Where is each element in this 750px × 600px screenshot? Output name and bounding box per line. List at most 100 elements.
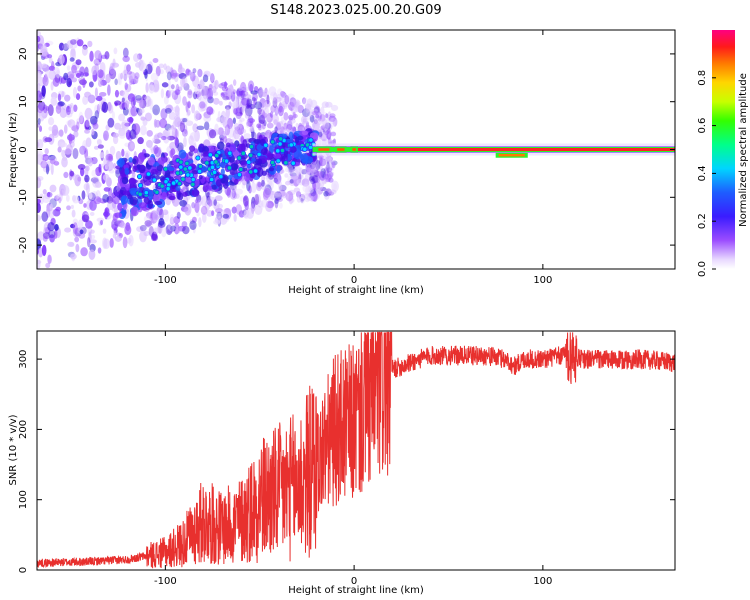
spectrogram-speckle bbox=[64, 227, 72, 233]
spectrogram-speckle bbox=[325, 122, 333, 131]
spectrogram-speckle bbox=[70, 46, 76, 58]
spectrogram-speckle bbox=[174, 105, 180, 117]
spectrogram-speckle bbox=[276, 121, 284, 129]
spectrogram-speckle bbox=[167, 127, 176, 139]
spectrogram-speckle bbox=[37, 259, 42, 265]
spectrogram-speckle bbox=[168, 79, 172, 91]
spectrogram-speckle bbox=[330, 131, 337, 137]
spectrogram-speckle bbox=[239, 106, 243, 115]
spectrogram-speckle bbox=[96, 138, 102, 146]
spectrogram-speckle bbox=[310, 162, 318, 171]
spectrogram-speckle bbox=[331, 161, 336, 169]
spectrogram-speckle bbox=[324, 172, 328, 185]
spectrogram-speckle bbox=[206, 106, 214, 115]
spectrogram-speckle bbox=[318, 158, 327, 167]
spectrogram-speckle bbox=[253, 200, 258, 206]
spectrogram-speckle bbox=[315, 113, 320, 119]
spectrogram-speckle bbox=[255, 181, 262, 192]
spectrogram-speckle bbox=[42, 194, 51, 204]
spectrogram-speckle bbox=[47, 254, 52, 264]
spectrogram-speckle bbox=[261, 121, 266, 130]
spectrogram-speckle bbox=[240, 134, 244, 143]
spectrogram-speckle bbox=[55, 206, 62, 212]
spectrogram-speckle bbox=[280, 90, 286, 97]
spectrogram-speckle bbox=[301, 108, 310, 118]
spectrogram-speckle bbox=[206, 88, 214, 100]
y-tick-label: -10 bbox=[18, 189, 29, 205]
x-tick-label: 100 bbox=[533, 576, 552, 587]
spectrogram-speckle bbox=[84, 107, 93, 120]
spectrogram-speckle bbox=[274, 126, 278, 133]
spectrogram-speckle bbox=[145, 221, 151, 228]
spectrogram-speckle bbox=[265, 129, 272, 139]
spectrogram-speckle bbox=[140, 116, 146, 121]
spectrogram-speckle bbox=[127, 117, 134, 123]
spectrogram-speckle bbox=[301, 178, 310, 187]
spectrogram-speckle bbox=[328, 189, 337, 195]
spectrogram-speckle bbox=[170, 225, 177, 232]
spectrogram-speckle bbox=[122, 69, 129, 80]
x-tick-label: -100 bbox=[154, 576, 177, 587]
spectrogram-speckle bbox=[103, 238, 110, 250]
spectrogram-speckle bbox=[108, 104, 114, 114]
spectrogram-speckle bbox=[94, 50, 102, 60]
spectrogram-speckle bbox=[262, 110, 266, 122]
spectrogram-speckle bbox=[305, 164, 312, 173]
spectrogram-speckle bbox=[276, 122, 282, 131]
spectrogram-speckle bbox=[192, 75, 200, 88]
spectrogram-speckle bbox=[320, 132, 329, 142]
spectrogram-speckle bbox=[203, 114, 212, 123]
spectrogram-speckle bbox=[109, 145, 116, 156]
colorbar-tick-label: 0.6 bbox=[697, 118, 708, 134]
spectrogram-speckle bbox=[122, 236, 128, 249]
spectrogram-speckle bbox=[309, 187, 317, 194]
spectrogram-speckle bbox=[68, 133, 73, 145]
spectrogram-highlight bbox=[185, 172, 191, 178]
spectrogram-speckle bbox=[316, 112, 322, 117]
spectrogram-speckle bbox=[111, 207, 119, 212]
spectrogram-speckle bbox=[290, 102, 298, 115]
spectrogram-speckle bbox=[289, 166, 296, 173]
spectrogram-speckle bbox=[261, 112, 268, 119]
spectrogram-speckle bbox=[318, 156, 323, 167]
spectrogram-speckle bbox=[40, 45, 48, 57]
spectrogram-speckle bbox=[64, 94, 71, 102]
spectrogram-speckle bbox=[144, 68, 148, 80]
spectrogram-speckle bbox=[144, 112, 152, 122]
spectrogram-speckle bbox=[280, 120, 287, 125]
spectrogram-speckle bbox=[61, 149, 66, 158]
spectrogram-speckle bbox=[286, 120, 293, 131]
spectrogram-speckle bbox=[302, 109, 307, 122]
spectrogram-blob bbox=[205, 185, 213, 191]
spectrogram-speckle bbox=[245, 119, 250, 128]
spectrogram-speckle bbox=[47, 192, 51, 197]
spectrogram-speckle bbox=[331, 180, 339, 192]
spectrogram-speckle bbox=[124, 142, 131, 147]
spectrogram-speckle bbox=[37, 35, 41, 43]
spectrogram-speckle bbox=[63, 171, 69, 179]
spectrogram-speckle bbox=[309, 114, 315, 123]
spectrogram-speckle bbox=[123, 69, 129, 76]
spectrogram-speckle bbox=[152, 104, 161, 116]
spectrogram-speckle bbox=[78, 111, 84, 124]
spectrogram-highlight bbox=[197, 163, 203, 169]
spectrogram-speckle bbox=[187, 101, 191, 109]
spectrogram-speckle bbox=[290, 173, 294, 180]
spectrogram-speckle bbox=[321, 172, 327, 185]
spectrogram-speckle bbox=[73, 130, 79, 138]
spectrogram-speckle bbox=[112, 195, 120, 205]
spectrogram-y-label: Frequency (Hz) bbox=[8, 112, 19, 188]
spectrogram-speckle bbox=[267, 182, 271, 193]
spectrogram-speckle bbox=[97, 247, 102, 254]
spectrogram-speckle bbox=[226, 126, 235, 138]
spectrogram-speckle bbox=[94, 104, 99, 114]
spectrogram-speckle bbox=[160, 108, 168, 120]
spectrogram-speckle bbox=[208, 198, 213, 207]
spectrogram-highlight bbox=[137, 182, 144, 188]
spectrogram-speckle bbox=[296, 179, 303, 185]
spectrogram-speckle bbox=[325, 113, 329, 119]
spectrogram-blob bbox=[233, 178, 239, 185]
spectrogram-speckle bbox=[118, 75, 123, 86]
spectrogram-highlight bbox=[180, 176, 186, 182]
spectrogram-speckle bbox=[294, 101, 300, 113]
